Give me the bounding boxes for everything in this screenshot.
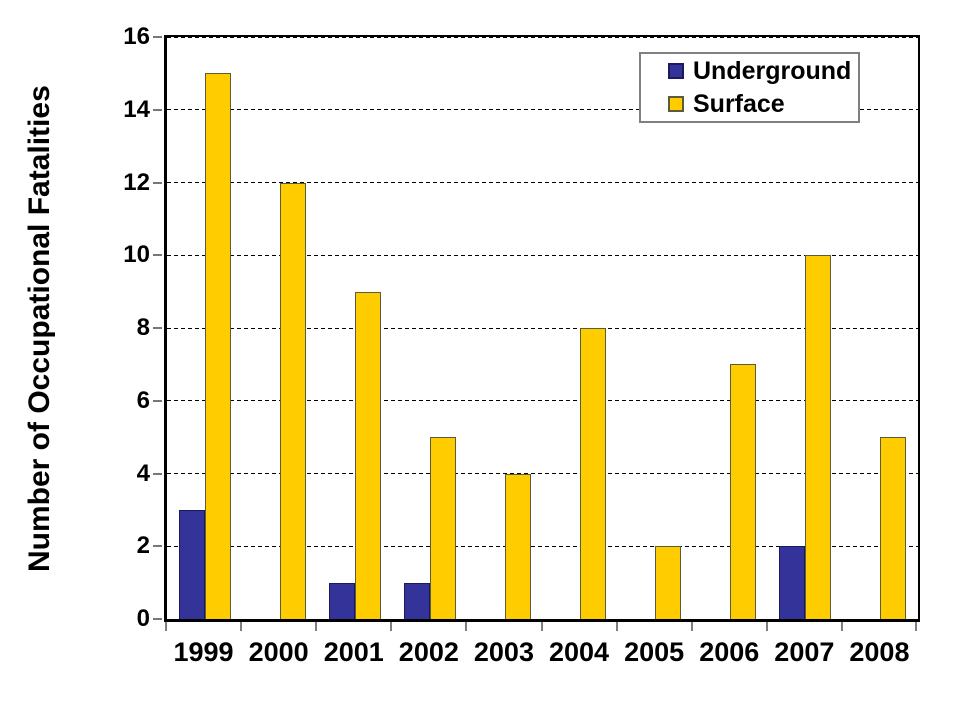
y-tick-label-16: 16 <box>123 23 150 50</box>
x-tick-mark-4 <box>465 622 468 631</box>
bar-surface-2008 <box>880 437 907 619</box>
y-tick-mark-8 <box>153 327 162 329</box>
x-category-label-2007: 2007 <box>774 637 835 667</box>
x-tick-mark-10 <box>915 622 917 631</box>
x-category-label-1999: 1999 <box>173 637 234 667</box>
gridline-y-12 <box>167 182 918 183</box>
x-tick-mark-7 <box>690 622 693 631</box>
x-tick-mark-0 <box>165 622 167 631</box>
y-tick-mark-16 <box>153 36 162 38</box>
gridline-y-14 <box>167 109 918 111</box>
legend-item-underground: Underground <box>668 58 858 84</box>
x-tick-mark-1 <box>240 622 243 631</box>
x-tick-mark-9 <box>840 622 843 631</box>
bar-surface-2000 <box>279 182 306 619</box>
bar-underground-2001 <box>328 582 355 619</box>
y-tick-label-2: 2 <box>136 532 150 560</box>
bar-surface-2007 <box>805 255 832 619</box>
y-tick-mark-0 <box>153 618 162 620</box>
y-tick-label-0: 0 <box>136 605 150 632</box>
y-axis-title: Number of Occupational Fatalities <box>23 85 56 572</box>
x-category-label-2006: 2006 <box>699 637 760 667</box>
y-tick-label-4: 4 <box>136 459 150 487</box>
bar-surface-2002 <box>429 437 456 619</box>
bar-surface-2006 <box>730 364 757 619</box>
y-tick-label-8: 8 <box>136 314 150 341</box>
x-tick-mark-8 <box>765 622 768 631</box>
legend-item-surface: Surface <box>668 91 858 117</box>
gridline-y-2 <box>167 545 918 547</box>
x-category-label-2008: 2008 <box>849 637 910 667</box>
bar-underground-1999 <box>178 509 205 619</box>
gridline-y-8 <box>167 327 918 329</box>
x-tick-mark-3 <box>390 622 393 631</box>
bar-surface-2001 <box>354 291 381 619</box>
y-tick-mark-14 <box>153 108 162 111</box>
x-tick-mark-2 <box>315 622 318 631</box>
x-category-label-2003: 2003 <box>473 637 534 667</box>
bar-surface-2004 <box>580 328 607 619</box>
y-tick-label-12: 12 <box>123 168 150 196</box>
bar-underground-2007 <box>779 546 806 619</box>
y-tick-mark-12 <box>153 181 162 184</box>
y-tick-mark-10 <box>153 254 162 257</box>
gridline-y-6 <box>167 400 918 402</box>
bar-surface-2005 <box>655 546 682 619</box>
x-category-label-2002: 2002 <box>398 637 459 667</box>
bar-surface-1999 <box>204 73 231 619</box>
y-tick-mark-6 <box>153 399 162 402</box>
x-category-label-2004: 2004 <box>549 637 610 667</box>
y-tick-mark-2 <box>153 545 162 548</box>
bar-surface-2003 <box>504 473 531 619</box>
x-category-label-2005: 2005 <box>624 637 685 667</box>
y-tick-label-10: 10 <box>123 241 150 269</box>
legend-swatch-surface-icon <box>668 96 684 112</box>
x-category-label-2001: 2001 <box>323 637 384 667</box>
x-tick-mark-6 <box>615 622 618 631</box>
gridline-y-16 <box>167 36 918 38</box>
legend: Underground Surface <box>639 52 860 123</box>
y-tick-label-14: 14 <box>123 95 150 123</box>
y-tick-label-6: 6 <box>136 386 150 414</box>
x-category-label-2000: 2000 <box>248 637 309 667</box>
gridline-y-10 <box>167 254 918 256</box>
legend-label-surface: Surface <box>693 90 785 118</box>
y-tick-mark-4 <box>153 472 162 475</box>
x-tick-mark-5 <box>540 622 543 631</box>
gridline-y-4 <box>167 473 918 474</box>
plot-area <box>164 35 920 622</box>
legend-label-underground: Underground <box>693 57 852 85</box>
legend-swatch-underground-icon <box>668 63 684 79</box>
bar-underground-2002 <box>403 582 430 619</box>
